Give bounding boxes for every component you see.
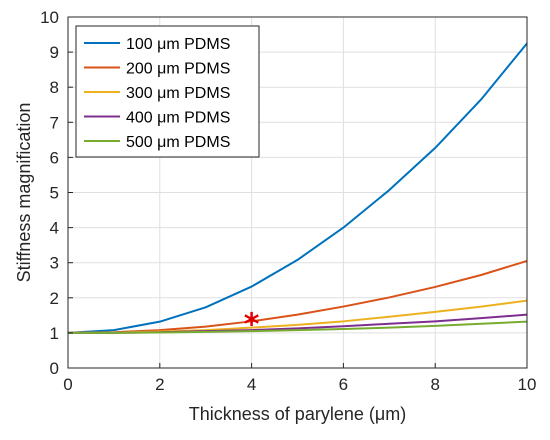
x-axis-label: Thickness of parylene (μm)	[189, 404, 406, 424]
x-tick-label: 0	[63, 375, 72, 394]
legend-label: 500 μm PDMS	[126, 134, 230, 151]
y-axis-label: Stiffness magnification	[14, 103, 34, 283]
series-lines	[67, 42, 528, 334]
annotations: *	[244, 308, 260, 343]
y-tick-label: 0	[50, 359, 59, 378]
legend-label: 400 μm PDMS	[126, 110, 230, 127]
tick-labels: 0 2 4 6 8 10 0 1 2 3 4 5 6 7 8 9 10	[40, 8, 536, 394]
legend-label: 100 μm PDMS	[126, 36, 230, 53]
series-line-1	[67, 42, 528, 334]
y-tick-label: 3	[50, 254, 59, 273]
y-tick-label: 6	[50, 148, 59, 167]
y-tick-label: 4	[50, 219, 59, 238]
x-tick-label: 6	[339, 375, 348, 394]
x-tick-label: 10	[518, 375, 537, 394]
y-tick-label: 5	[50, 184, 59, 203]
y-tick-label: 8	[50, 78, 59, 97]
y-tick-label: 9	[50, 43, 59, 62]
y-tick-label: 10	[40, 8, 59, 27]
red-star-marker: *	[244, 308, 260, 343]
y-tick-label: 7	[50, 113, 59, 132]
y-tick-label: 1	[50, 324, 59, 343]
series-line-5	[68, 320, 528, 334]
legend: 100 μm PDMS 200 μm PDMS 300 μm PDMS 400 μm …	[75, 25, 260, 158]
x-tick-label: 2	[155, 375, 164, 394]
x-tick-label: 8	[430, 375, 439, 394]
legend-label: 200 μm PDMS	[126, 61, 230, 78]
series-line-2	[67, 259, 528, 334]
y-tick-label: 2	[50, 289, 59, 308]
legend-label: 300 μm PDMS	[126, 85, 230, 102]
x-tick-label: 4	[247, 375, 256, 394]
